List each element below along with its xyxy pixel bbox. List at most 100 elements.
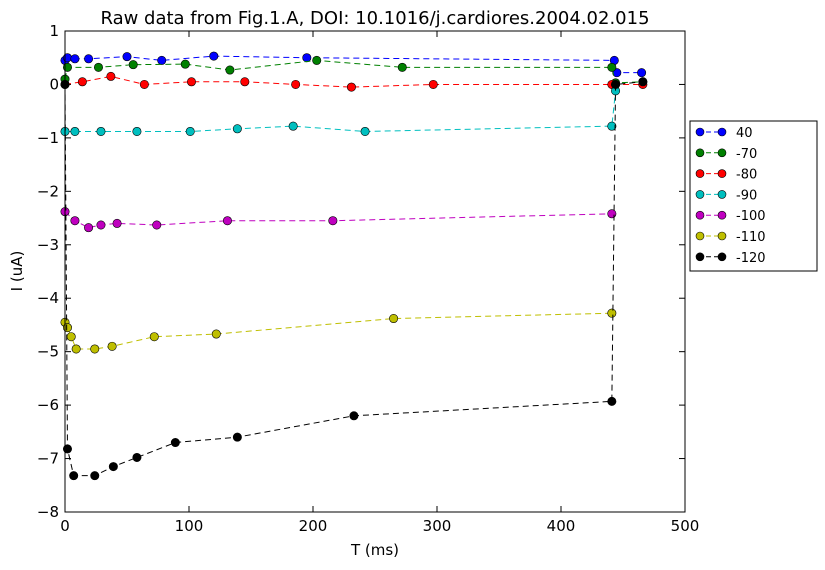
legend-entry: -90 bbox=[695, 188, 757, 203]
legend-label: -70 bbox=[736, 147, 757, 162]
legend-marker bbox=[717, 127, 727, 137]
y-tick-label: −2 bbox=[37, 182, 59, 200]
data-point bbox=[139, 79, 149, 89]
legend-label: -120 bbox=[736, 251, 766, 266]
data-point bbox=[170, 438, 180, 448]
legend-marker bbox=[695, 231, 705, 241]
legend-label: 40 bbox=[736, 126, 753, 141]
series-line bbox=[65, 90, 617, 132]
data-point bbox=[112, 218, 122, 228]
legend-marker bbox=[717, 169, 727, 178]
legend-entry: -100 bbox=[695, 209, 766, 224]
legend-entry: -110 bbox=[695, 230, 766, 245]
data-point bbox=[240, 77, 250, 87]
plot-frame bbox=[64, 30, 686, 513]
legend-label: -90 bbox=[736, 188, 757, 203]
data-point bbox=[128, 60, 138, 70]
data-point bbox=[90, 344, 100, 354]
legend-label: -100 bbox=[736, 209, 766, 224]
series-line bbox=[64, 211, 612, 229]
legend-entry: -80 bbox=[695, 168, 757, 183]
data-point bbox=[360, 126, 370, 136]
data-point bbox=[211, 329, 221, 339]
data-point bbox=[607, 209, 617, 219]
y-tick-label: −8 bbox=[37, 503, 59, 521]
legend-marker bbox=[717, 190, 727, 199]
data-point bbox=[607, 396, 617, 406]
x-tick-label: 100 bbox=[175, 517, 204, 535]
data-point bbox=[312, 55, 322, 65]
data-point bbox=[108, 462, 118, 472]
legend-label: -80 bbox=[736, 168, 757, 183]
data-point bbox=[302, 53, 312, 63]
data-point bbox=[638, 77, 648, 87]
data-point bbox=[122, 52, 132, 62]
legend-marker bbox=[695, 148, 705, 158]
data-point bbox=[607, 308, 617, 318]
data-point bbox=[70, 126, 80, 136]
x-axis-label: T (ms) bbox=[350, 541, 399, 559]
data-point bbox=[149, 332, 159, 342]
data-point bbox=[106, 71, 116, 81]
data-point bbox=[288, 121, 298, 131]
data-point bbox=[222, 216, 232, 226]
data-point bbox=[611, 79, 621, 89]
data-point bbox=[607, 121, 617, 131]
legend-marker bbox=[695, 252, 705, 262]
x-tick-label: 200 bbox=[299, 517, 328, 535]
x-tick-label: 0 bbox=[60, 517, 70, 535]
data-point bbox=[349, 411, 359, 421]
data-point bbox=[132, 452, 142, 462]
data-point bbox=[77, 77, 87, 87]
data-point bbox=[66, 332, 76, 342]
data-point bbox=[389, 314, 399, 324]
x-tick-label: 400 bbox=[547, 517, 576, 535]
data-point bbox=[84, 223, 94, 233]
data-point bbox=[107, 341, 117, 351]
data-point bbox=[232, 124, 242, 134]
data-point bbox=[291, 79, 301, 89]
legend: 40 -70 -80 -90 -100 -110 -120 bbox=[689, 120, 818, 272]
data-point bbox=[607, 62, 617, 72]
series--90 bbox=[60, 86, 621, 136]
data-point bbox=[157, 55, 167, 65]
chart-title: Raw data from Fig.1.A, DOI: 10.1016/j.ca… bbox=[100, 8, 649, 29]
legend-label: -110 bbox=[736, 230, 766, 245]
data-point bbox=[232, 432, 242, 442]
series--80 bbox=[60, 71, 648, 92]
data-point bbox=[346, 82, 356, 92]
data-point bbox=[69, 471, 79, 481]
data-point bbox=[180, 59, 190, 69]
series--120 bbox=[60, 77, 648, 481]
legend-entry: -120 bbox=[695, 251, 766, 266]
legend-marker bbox=[717, 148, 727, 158]
series-line bbox=[64, 55, 642, 74]
y-tick-label: −5 bbox=[37, 343, 59, 361]
y-tick-label: 1 bbox=[49, 22, 59, 40]
legend-marker bbox=[695, 127, 705, 137]
legend-marker bbox=[717, 231, 727, 241]
legend-box bbox=[689, 120, 818, 272]
y-axis-label: I (uA) bbox=[8, 251, 26, 292]
legend-marker bbox=[717, 252, 727, 262]
x-tick-label: 300 bbox=[423, 517, 452, 535]
data-point bbox=[96, 126, 106, 136]
data-point bbox=[132, 126, 142, 136]
series--110 bbox=[60, 308, 617, 354]
x-tick-label: 500 bbox=[671, 517, 700, 535]
series-line bbox=[64, 81, 643, 477]
data-point bbox=[186, 77, 196, 87]
y-tick-label: −6 bbox=[37, 396, 59, 414]
series--100 bbox=[60, 207, 617, 233]
data-point bbox=[71, 344, 81, 354]
data-point bbox=[96, 220, 106, 230]
data-point bbox=[428, 79, 438, 89]
y-tick-label: −3 bbox=[37, 236, 59, 254]
data-point bbox=[185, 126, 195, 136]
series-line bbox=[64, 312, 612, 350]
legend-entry: 40 bbox=[695, 126, 753, 141]
legend-marker bbox=[717, 210, 727, 220]
data-point bbox=[84, 54, 94, 64]
series-layer bbox=[60, 51, 648, 481]
y-tick-label: −7 bbox=[37, 450, 59, 468]
